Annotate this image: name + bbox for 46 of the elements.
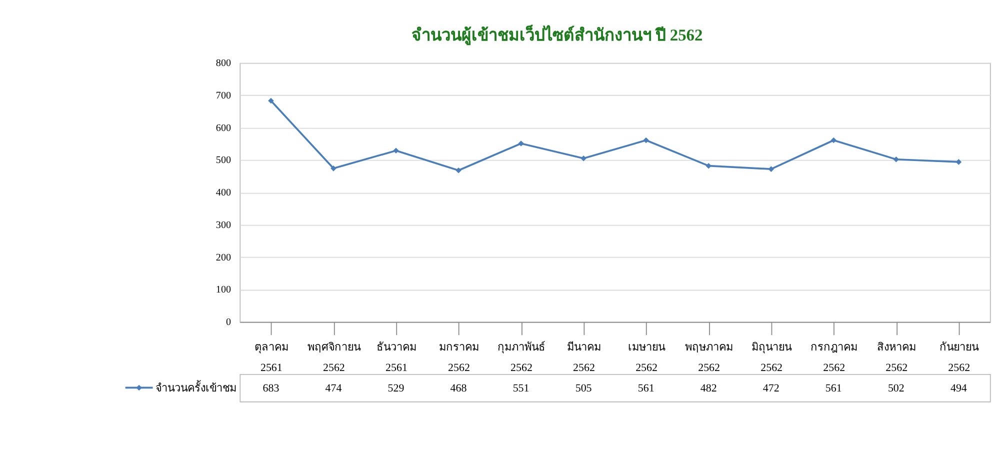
x-tick-label: มกราคม 2562 bbox=[438, 342, 479, 374]
point bbox=[518, 140, 524, 146]
data-label: 472 bbox=[762, 382, 780, 394]
y-tick-label: 400 bbox=[216, 188, 232, 199]
data-label: 683 bbox=[262, 382, 280, 394]
point bbox=[956, 159, 962, 165]
data-label: 502 bbox=[888, 382, 904, 394]
x-tick-label: สิงหาคม 2562 bbox=[877, 342, 916, 374]
x-tick-label: ตุลาคม 2561 bbox=[254, 342, 288, 374]
point bbox=[330, 166, 336, 172]
y-tick-label: 100 bbox=[216, 284, 232, 296]
x-tick-label: พฤศจิกายน 2562 bbox=[307, 342, 362, 374]
x-tick-label: เมษายน 2562 bbox=[628, 342, 666, 374]
point bbox=[706, 162, 712, 169]
x-tick-label: กันยายน 2562 bbox=[940, 342, 980, 374]
y-tick-label: 600 bbox=[216, 122, 232, 134]
point bbox=[393, 148, 399, 154]
y-tick-label: 200 bbox=[216, 252, 232, 264]
x-tick-label: กรกฎาคม 2562 bbox=[810, 342, 858, 374]
point bbox=[643, 137, 649, 144]
point bbox=[456, 167, 462, 174]
data-label: 494 bbox=[950, 382, 968, 394]
y-tick-label: 800 bbox=[216, 58, 232, 70]
y-tick-label: 300 bbox=[216, 220, 232, 231]
x-tick-label: มีนาคม 2562 bbox=[567, 340, 602, 374]
point bbox=[268, 98, 274, 104]
x-tick-label: มิถุนายน 2562 bbox=[752, 342, 793, 374]
chart-title: จำนวนผู้เข้าชมเว็ปไซต์สำนักงานฯ ปี 2562 bbox=[412, 23, 703, 46]
legend-label: จำนวนครั้งเข้าชม bbox=[156, 379, 237, 394]
data-label: 468 bbox=[450, 382, 468, 394]
point bbox=[768, 166, 774, 172]
data-label: 561 bbox=[638, 382, 654, 394]
data-label: 551 bbox=[512, 382, 530, 394]
data-label: 474 bbox=[325, 382, 342, 394]
data-label: 482 bbox=[700, 382, 717, 394]
y-tick-label: 700 bbox=[216, 90, 232, 102]
data-label: 529 bbox=[388, 382, 405, 394]
x-tick-label: ธันวาคม 2561 bbox=[376, 342, 416, 374]
point bbox=[580, 155, 586, 162]
data-label: 505 bbox=[575, 382, 592, 394]
y-tick-label: 500 bbox=[216, 155, 232, 166]
point bbox=[830, 137, 837, 144]
x-tick-label: พฤษภาคม 2562 bbox=[685, 342, 734, 374]
y-tick-label: 0 bbox=[226, 317, 232, 328]
data-label: 561 bbox=[825, 382, 842, 394]
x-tick-label: กุมภาพันธ์ 2562 bbox=[498, 340, 546, 374]
